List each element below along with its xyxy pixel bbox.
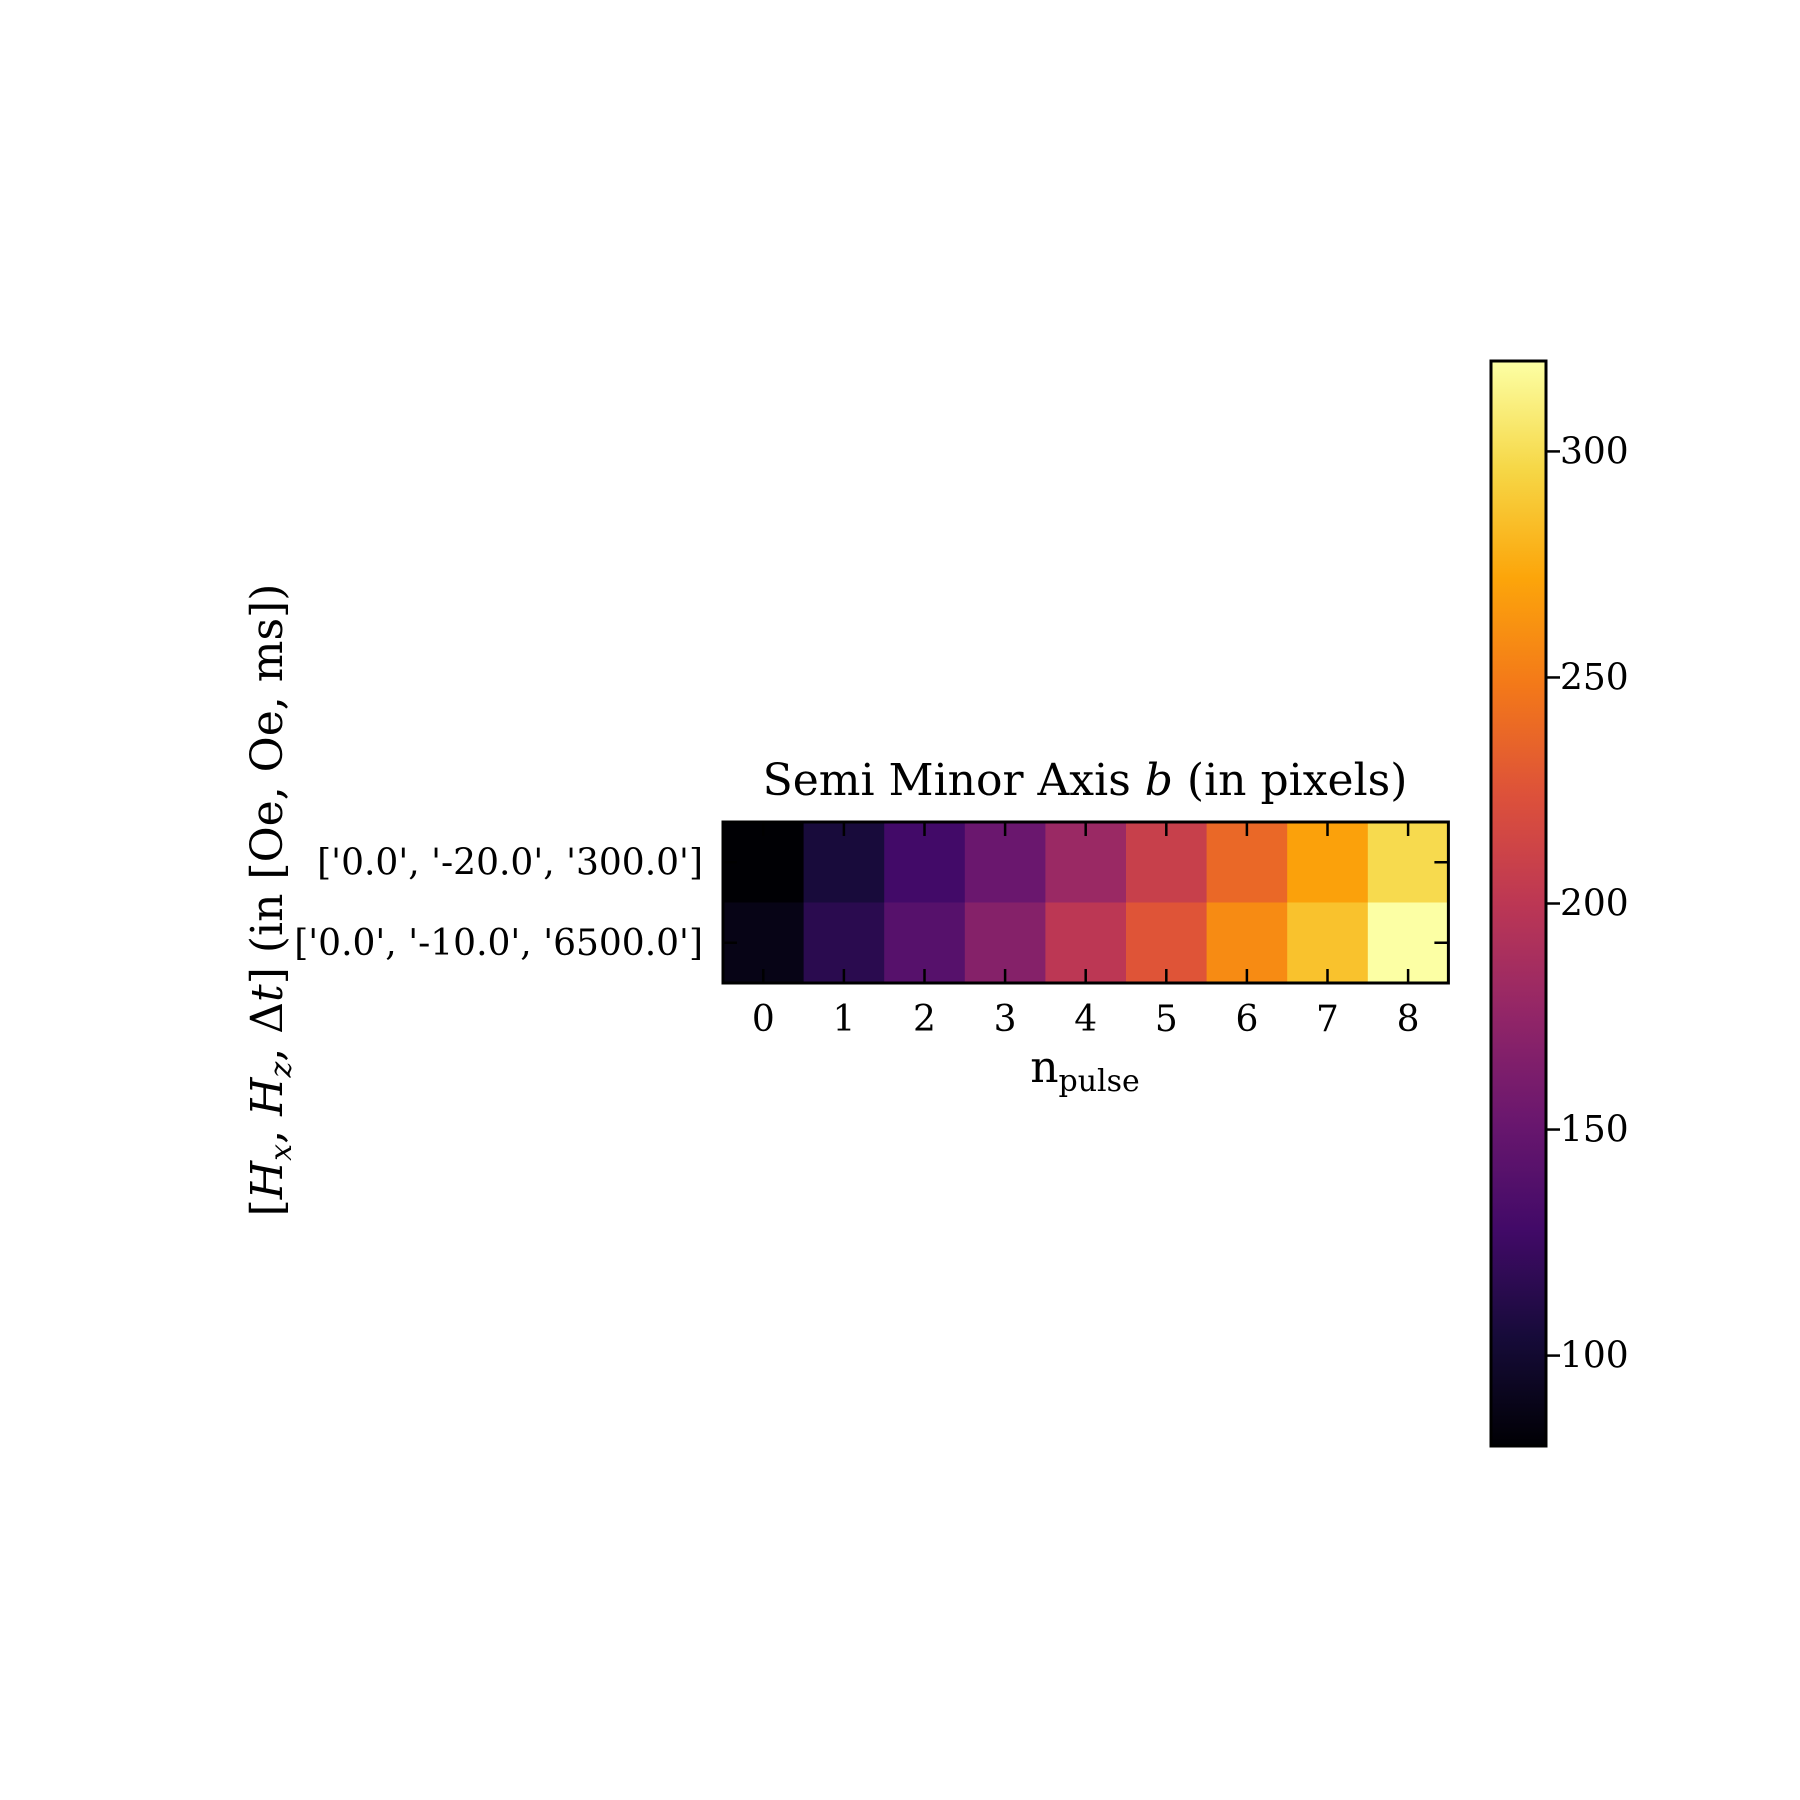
x-tick-labels: 0 1 2 3 4 5 6 7 8 [752,999,1420,1040]
colorbar-tick-label-0: 100 [1560,1336,1629,1377]
y-tick-labels: ['0.0', '-20.0', '300.0'] ['0.0', '-10.0'… [294,842,703,964]
colorbar-tick-label-1: 150 [1560,1110,1629,1151]
x-tick-label-0: 0 [752,999,775,1040]
x-tick-label-2: 2 [913,999,936,1040]
chart-title: Semi Minor Axis b (in pixels) [763,755,1408,806]
x-tick-label-5: 5 [1155,999,1178,1040]
heatmap-cells [723,822,1449,984]
x-tick-label-6: 6 [1235,999,1258,1040]
y-axis-label: [Hx, Hz, Δt] (in [Oe, Oe, ms]) [242,584,299,1217]
colorbar-tick-label-4: 300 [1560,431,1629,472]
colorbar-tick-label-2: 200 [1560,884,1629,925]
colorbar [1489,359,1548,1448]
x-tick-label-7: 7 [1316,999,1339,1040]
x-tick-label-8: 8 [1397,999,1420,1040]
colorbar-ticks: 100 150 200 250 300 [1546,431,1629,1377]
x-axis-label: npulse [1030,1042,1140,1099]
heatmap-ticks [723,822,1449,983]
y-tick-label-0: ['0.0', '-20.0', '300.0'] [317,842,703,883]
x-tick-label-4: 4 [1074,999,1097,1040]
y-tick-label-1: ['0.0', '-10.0', '6500.0'] [294,923,703,964]
x-tick-label-1: 1 [832,999,855,1040]
colorbar-tick-label-3: 250 [1560,657,1629,698]
x-tick-label-3: 3 [994,999,1017,1040]
